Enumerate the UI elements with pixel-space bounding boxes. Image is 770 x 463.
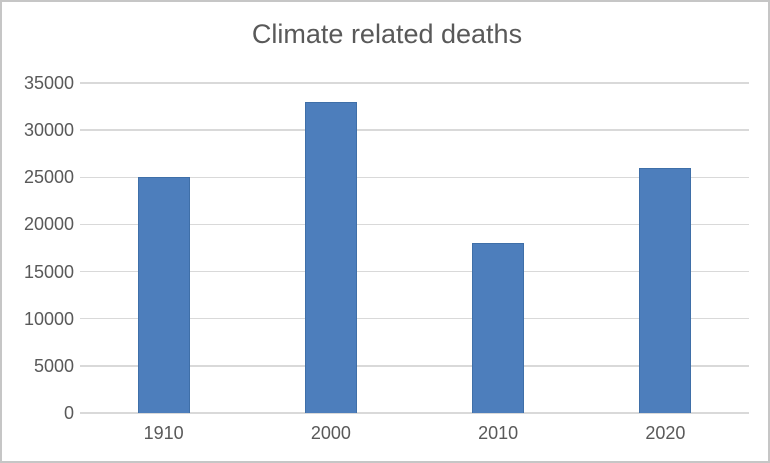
y-tick-label: 15000 <box>23 261 74 282</box>
chart-title: Climate related deaths <box>251 19 523 49</box>
y-axis-tick-labels: 0 5000 10000 15000 20000 25000 30000 35000 <box>2 73 74 423</box>
x-tick-label: 2010 <box>478 423 519 443</box>
bar-1910 <box>137 177 190 413</box>
gridline <box>80 365 749 367</box>
y-tick-label: 0 <box>63 403 74 423</box>
x-tick-label: 2020 <box>645 423 686 443</box>
y-tick-label: 20000 <box>23 214 74 235</box>
x-tick-label: 2000 <box>310 423 351 443</box>
x-axis-tick-labels: 1910 2000 2010 2020 <box>80 422 749 446</box>
gridline <box>80 176 749 179</box>
x-tick-label: 1910 <box>143 423 184 443</box>
plot-area <box>80 82 749 414</box>
bar-2010 <box>472 243 525 413</box>
gridline <box>80 317 749 320</box>
gridline <box>80 270 749 273</box>
gridline <box>80 223 749 226</box>
bar-2000 <box>304 101 357 413</box>
bar-2020 <box>639 167 692 413</box>
y-tick-label: 25000 <box>23 167 74 188</box>
y-tick-label: 5000 <box>33 355 74 376</box>
x-axis-line <box>80 412 749 414</box>
gridline <box>80 82 749 84</box>
gridline <box>80 129 749 131</box>
y-tick-label: 30000 <box>23 120 74 141</box>
y-tick-label: 10000 <box>23 308 74 329</box>
y-tick-label: 35000 <box>23 73 74 93</box>
